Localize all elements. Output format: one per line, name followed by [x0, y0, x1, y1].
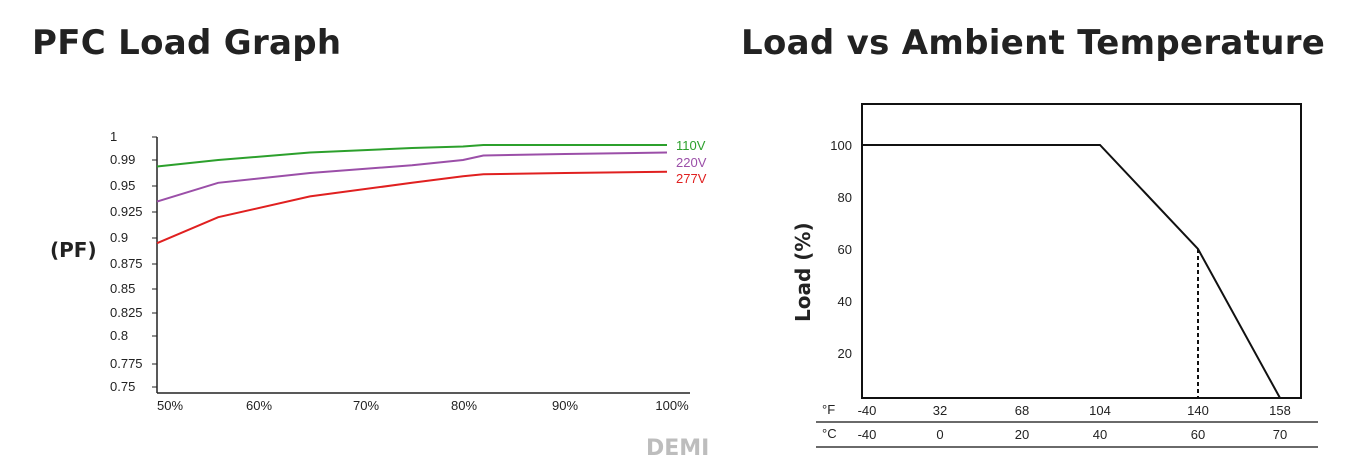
temp-x-unit-f: °F: [822, 402, 835, 417]
temp-x-tick-f: 158: [1269, 403, 1291, 418]
temp-y-tick-label: 40: [838, 294, 852, 309]
temp-plot-frame: [861, 103, 1302, 399]
temp-y-tick-label: 20: [838, 346, 852, 361]
pfc-y-tick-label: 0.825: [110, 305, 143, 320]
pfc-y-axis-label: (PF): [50, 238, 97, 262]
temp-x-tick-f: 140: [1187, 403, 1209, 418]
temp-y-tick-label: 100: [830, 138, 852, 153]
pfc-y-tick-label: 0.925: [110, 204, 143, 219]
temp-y-tick-label: 80: [838, 190, 852, 205]
load-temp-chart-title: Load vs Ambient Temperature: [741, 23, 1326, 63]
pfc-series-label-110V: 110V: [676, 138, 706, 153]
pfc-series-line-277V: [156, 170, 668, 245]
pfc-series-line-220V: [156, 151, 668, 203]
pfc-y-tick-label: 0.99: [110, 152, 135, 167]
temp-x-tick-c: 60: [1191, 427, 1205, 442]
temp-x-tick-c: 20: [1015, 427, 1029, 442]
pfc-x-tick-label: 60%: [246, 398, 272, 413]
watermark-text: DEMI: [646, 436, 709, 459]
pfc-y-tick-label: 0.8: [110, 328, 128, 343]
temp-x-tick-c: 0: [936, 427, 943, 442]
pfc-x-tick-label: 80%: [451, 398, 477, 413]
pfc-y-tick-label: 0.775: [110, 356, 143, 371]
pfc-y-tick-label: 1: [110, 129, 117, 144]
pfc-chart-title: PFC Load Graph: [32, 23, 342, 63]
temp-x-tick-f: 32: [933, 403, 947, 418]
pfc-series-label-220V: 220V: [676, 155, 707, 170]
temp-y-axis-label: Load (%): [791, 222, 815, 322]
pfc-y-tick-label: 0.95: [110, 178, 135, 193]
temp-x-tick-f: 68: [1015, 403, 1029, 418]
temp-x-tick-c: 70: [1273, 427, 1287, 442]
temp-x-unit-c: °C: [822, 426, 837, 441]
pfc-x-tick-label: 50%: [157, 398, 183, 413]
pfc-y-tick-label: 0.85: [110, 281, 135, 296]
temp-x-tick-c: 40: [1093, 427, 1107, 442]
temp-x-tick-c: -40: [858, 427, 877, 442]
pfc-y-tick-label: 0.9: [110, 230, 128, 245]
temp-derating-curve: [862, 144, 1281, 399]
pfc-y-tick-label: 0.75: [110, 379, 135, 394]
pfc-series-label-277V: 277V: [676, 171, 707, 186]
pfc-x-tick-label: 70%: [353, 398, 379, 413]
temp-y-tick-label: 60: [838, 242, 852, 257]
pfc-x-tick-label: 100%: [655, 398, 689, 413]
temp-x-tick-f: 104: [1089, 403, 1111, 418]
temp-x-tick-f: -40: [858, 403, 877, 418]
pfc-x-tick-label: 90%: [552, 398, 578, 413]
pfc-y-tick-label: 0.875: [110, 256, 143, 271]
pfc-series-line-110V: [156, 144, 667, 168]
